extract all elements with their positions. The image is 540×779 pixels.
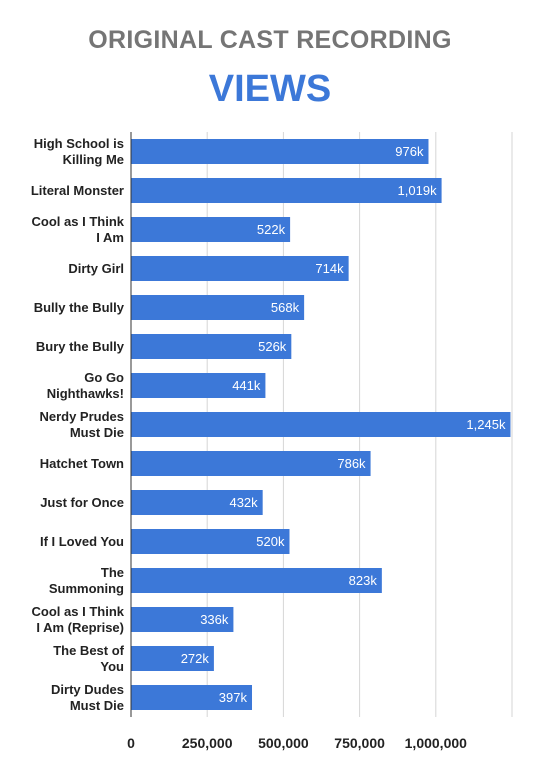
data-label: 432k [229, 495, 258, 510]
x-tick-label: 750,000 [334, 735, 385, 751]
data-labels: 976k 1,019k 522k 714k 568k 526k 441k 1,245k 786k… [181, 144, 506, 705]
x-tick-label: 250,000 [182, 735, 233, 751]
data-label: 397k [219, 690, 248, 705]
bar [131, 490, 263, 515]
bar [131, 139, 429, 164]
data-label: 1,019k [398, 183, 438, 198]
category-label: Dirty Girl [68, 261, 124, 276]
bar [131, 334, 292, 359]
bar [131, 412, 511, 437]
bar [131, 295, 305, 320]
x-tick-label: 1,000,000 [405, 735, 467, 751]
bar [131, 178, 442, 203]
data-label: 441k [232, 378, 261, 393]
data-label: 336k [200, 612, 229, 627]
bar [131, 217, 291, 242]
x-tick-label: 0 [127, 735, 135, 751]
data-label: 714k [315, 261, 344, 276]
bar [131, 607, 234, 632]
category-label: The Summoning [49, 565, 124, 596]
category-label: Cool as I Think I Am [32, 214, 125, 245]
data-label: 526k [258, 339, 287, 354]
category-label: Bully the Bully [34, 300, 125, 315]
chart-title: ORIGINAL CAST RECORDING [88, 26, 452, 54]
category-label: Nerdy Prudes Must Die [39, 409, 124, 440]
x-axis-tick-labels: 0 250,000 500,000 750,000 1,000,000 [127, 735, 467, 751]
data-label: 1,245k [466, 417, 506, 432]
category-label: High School is Killing Me [34, 136, 124, 167]
category-label: Cool as I Think I Am (Reprise) [32, 604, 125, 635]
data-label: 976k [395, 144, 424, 159]
category-label: Just for Once [40, 495, 124, 510]
category-label: Hatchet Town [40, 456, 124, 471]
bar [131, 568, 382, 593]
data-label: 823k [349, 573, 378, 588]
bar [131, 451, 371, 476]
bar [131, 685, 253, 710]
bar [131, 646, 214, 671]
x-tick-label: 500,000 [258, 735, 309, 751]
data-label: 272k [181, 651, 210, 666]
category-label: Bury the Bully [36, 339, 125, 354]
category-label: The Best of You [53, 643, 124, 674]
category-label: If I Loved You [40, 534, 124, 549]
data-label: 522k [257, 222, 286, 237]
category-label: Go Go Nighthawks! [47, 370, 124, 401]
bar [131, 529, 290, 554]
data-label: 520k [256, 534, 285, 549]
category-label: Literal Monster [31, 183, 124, 198]
category-label: Dirty Dudes Must Die [51, 682, 124, 713]
bar [131, 373, 266, 398]
bar [131, 256, 349, 281]
data-label: 568k [271, 300, 300, 315]
bars [131, 139, 511, 710]
data-label: 786k [337, 456, 366, 471]
chart-subtitle: VIEWS [208, 68, 332, 110]
category-labels: High School is Killing Me Literal Monster C… [31, 136, 125, 713]
